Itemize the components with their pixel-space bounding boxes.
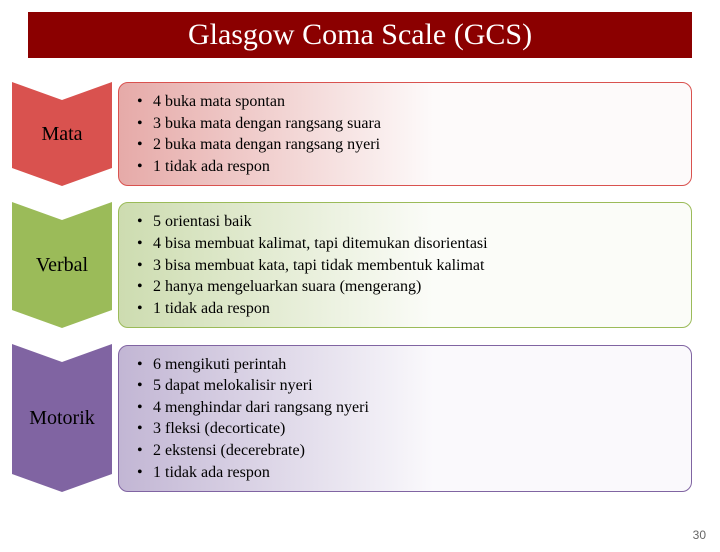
section-row: Motorik 6 mengikuti perintah5 dapat melok…	[12, 344, 692, 492]
list-item: 1 tidak ada respon	[137, 298, 679, 320]
sections-container: Mata 4 buka mata spontan3 buka mata denga…	[0, 82, 720, 492]
section-row: Mata 4 buka mata spontan3 buka mata denga…	[12, 82, 692, 186]
list-item: 2 ekstensi (decerebrate)	[137, 440, 679, 462]
chevron-label: Mata	[41, 123, 82, 146]
list-item: 3 bisa membuat kata, tapi tidak membentu…	[137, 255, 679, 277]
list-item: 5 orientasi baik	[137, 211, 679, 233]
chevron-badge: Motorik	[12, 344, 112, 492]
content-box: 6 mengikuti perintah5 dapat melokalisir …	[118, 345, 692, 493]
item-list: 4 buka mata spontan3 buka mata dengan ra…	[137, 91, 679, 177]
list-item: 4 menghindar dari rangsang nyeri	[137, 397, 679, 419]
chevron-label: Verbal	[36, 254, 88, 277]
page-title: Glasgow Coma Scale (GCS)	[28, 18, 692, 52]
list-item: 3 fleksi (decorticate)	[137, 418, 679, 440]
chevron-badge: Mata	[12, 82, 112, 186]
list-item: 4 bisa membuat kalimat, tapi ditemukan d…	[137, 233, 679, 255]
list-item: 6 mengikuti perintah	[137, 354, 679, 376]
list-item: 2 hanya mengeluarkan suara (mengerang)	[137, 276, 679, 298]
list-item: 3 buka mata dengan rangsang suara	[137, 113, 679, 135]
title-bar: Glasgow Coma Scale (GCS)	[28, 12, 692, 58]
chevron-badge: Verbal	[12, 202, 112, 328]
list-item: 1 tidak ada respon	[137, 462, 679, 484]
list-item: 4 buka mata spontan	[137, 91, 679, 113]
section-row: Verbal 5 orientasi baik4 bisa membuat kal…	[12, 202, 692, 328]
content-box: 4 buka mata spontan3 buka mata dengan ra…	[118, 82, 692, 186]
list-item: 1 tidak ada respon	[137, 156, 679, 178]
content-box: 5 orientasi baik4 bisa membuat kalimat, …	[118, 202, 692, 328]
list-item: 2 buka mata dengan rangsang nyeri	[137, 134, 679, 156]
list-item: 5 dapat melokalisir nyeri	[137, 375, 679, 397]
chevron-label: Motorik	[29, 407, 95, 430]
item-list: 6 mengikuti perintah5 dapat melokalisir …	[137, 354, 679, 484]
item-list: 5 orientasi baik4 bisa membuat kalimat, …	[137, 211, 679, 319]
